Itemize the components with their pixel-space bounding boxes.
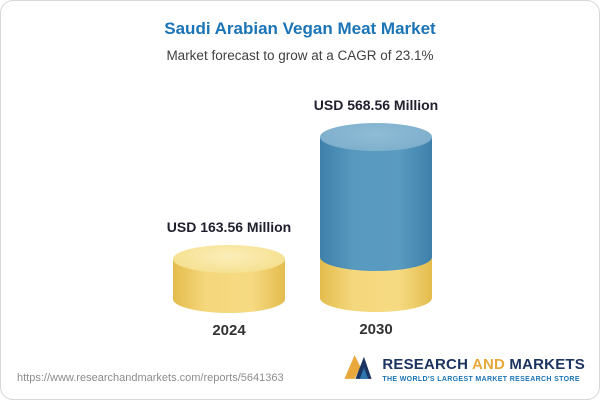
logo-wordmark: RESEARCH AND MARKETS	[382, 356, 585, 373]
logo-word-markets: MARKETS	[509, 356, 585, 373]
logo-icon	[341, 350, 375, 389]
bar-group-2024: USD 163.56 Million 2024	[119, 219, 339, 339]
value-label-2030: USD 568.56 Million	[313, 97, 439, 113]
year-label-2024: 2024	[212, 322, 246, 339]
value-label-2024: USD 163.56 Million	[166, 219, 292, 235]
chart-title: Saudi Arabian Vegan Meat Market	[164, 19, 436, 38]
cylinder-top-cap	[173, 245, 285, 273]
chart-subtitle: Market forecast to grow at a CAGR of 23.…	[166, 48, 434, 63]
footer-report-url: https://www.researchandmarkets.com/repor…	[17, 372, 284, 384]
year-label-2030: 2030	[359, 321, 393, 338]
logo-word-research: RESEARCH	[382, 356, 469, 373]
blue-growth-segment	[320, 137, 432, 271]
cylinder-2024	[173, 245, 285, 313]
research-and-markets-logo: RESEARCH AND MARKETS THE WORLD'S LARGEST…	[341, 350, 585, 389]
bar-group-2030: USD 568.56 Million 2030	[266, 97, 486, 338]
logo-word-and: AND	[471, 356, 506, 373]
logo-tagline: THE WORLD'S LARGEST MARKET RESEARCH STOR…	[382, 376, 580, 383]
cylinder-2030	[320, 123, 432, 312]
cylinder-top-cap	[320, 123, 432, 151]
logo-text: RESEARCH AND MARKETS THE WORLD'S LARGEST…	[382, 356, 585, 383]
